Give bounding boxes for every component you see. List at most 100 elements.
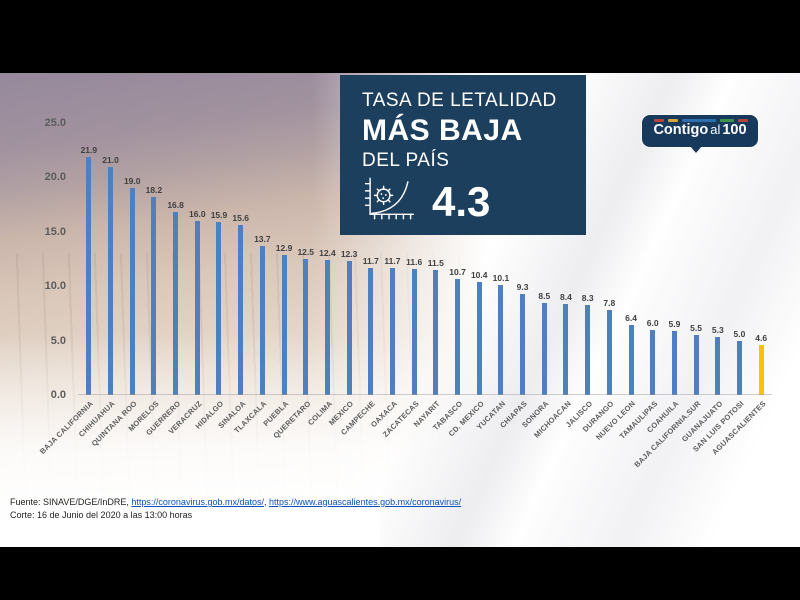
plot-area: 21.9 BAJA CALIFORNIA 21.0 CHIHUAHUA 19.0 QUIN… (38, 123, 772, 469)
link-coronavirus-gob[interactable]: https://coronavirus.gob.mx/datos/ (131, 497, 264, 507)
bar-value-label: 12.3 (340, 249, 358, 260)
link-separator: , (263, 497, 267, 507)
bar-column: 5.3 GUANAJUATO (679, 123, 729, 443)
bar-column: 7.8 DURANGO (581, 123, 621, 434)
bar (671, 330, 677, 395)
bar (520, 293, 526, 395)
logo-text-contigo: Contigo (653, 122, 709, 138)
bar-column: 12.4 COLIMA (306, 123, 339, 427)
bar-column: 15.9 HIDALGO (194, 123, 230, 431)
bar (389, 267, 395, 395)
bar-value-label: 21.9 (80, 144, 98, 155)
logo-dash (668, 119, 678, 122)
bar (368, 267, 374, 395)
bar-value-label: 11.7 (362, 255, 379, 266)
title-card: TASA DE LETALIDAD MÁS BAJA DEL PAÍS (340, 75, 586, 235)
bar (281, 254, 287, 395)
bar (715, 337, 721, 395)
bar (86, 156, 92, 395)
bar (346, 261, 352, 395)
bar (194, 220, 200, 395)
bar (173, 212, 179, 395)
bar (151, 196, 157, 395)
bar-column: 6.0 TAMAULIPAS (617, 123, 664, 441)
bar-value-label: 11.7 (384, 255, 401, 266)
bar (433, 269, 439, 395)
bar-value-label: 4.6 (755, 332, 768, 343)
bar (693, 335, 699, 395)
bar-column: 11.7 OAXACA (369, 123, 404, 429)
logo-speech-tail (690, 146, 702, 153)
bar (736, 340, 742, 395)
bar-column: 5.9 COAHUILA (645, 123, 686, 435)
bar-value-label: 10.1 (492, 273, 510, 284)
bar-column: 8.5 SONORA (520, 123, 555, 430)
bar-column: 19.0 QUINTANA ROO (90, 123, 143, 448)
bar-column: 10.7 TABASCO (431, 123, 469, 433)
bar-value-label: 10.7 (449, 266, 466, 277)
bar-value-label: 8.5 (538, 290, 551, 301)
bar-value-label: 9.3 (516, 281, 529, 292)
bar-value-label: 8.3 (581, 292, 594, 303)
bar (411, 268, 417, 395)
contigo-al-100-logo: Contigo al 100 (642, 115, 758, 153)
virus-growth-chart-icon (362, 176, 416, 227)
bar (758, 344, 764, 395)
bar-column: 10.4 CD. MEXICO (446, 123, 490, 438)
logo-dash (720, 119, 734, 122)
bar-column: 16.0 VERACRUZ (167, 123, 208, 436)
bar-column: 21.9 BAJA CALIFORNIA (38, 123, 100, 456)
y-axis-tick-label: 10.0 (44, 280, 66, 293)
bar-value-label: 12.9 (275, 242, 293, 253)
bar-column: 11.5 NAYARIT (412, 123, 447, 429)
bar-value-label: 12.5 (297, 247, 314, 257)
bar (650, 329, 656, 395)
y-axis-tick-label: 15.0 (44, 225, 66, 238)
bar-column: 6.4 NUEVO LEON (595, 123, 642, 441)
bar (585, 304, 591, 395)
bar-value-label: 11.6 (406, 256, 423, 267)
bar-value-label: 6.4 (625, 313, 637, 324)
bar-value-label: 5.3 (711, 325, 724, 336)
title-line-3: DEL PAÍS (362, 150, 450, 171)
bar (455, 278, 461, 395)
bar (259, 245, 265, 395)
infographic-content: 25.0 20.0 15.0 10.0 5.0 0.0 21.9 BAJA CALIFORN… (0, 73, 800, 547)
bar-column: 18.2 MORELOS (126, 123, 165, 433)
bar (628, 325, 634, 395)
letterbox-top (0, 0, 800, 73)
bar-column: 11.7 CAMPECHE (339, 123, 382, 437)
footer: Fuente: SINAVE/DGE/InDRE, https://corona… (10, 496, 461, 522)
y-axis-tick-label: 25.0 (44, 117, 66, 129)
bar-value-label: 15.9 (210, 210, 228, 221)
bar (476, 281, 482, 395)
source-line: Fuente: SINAVE/DGE/InDRE, https://corona… (10, 496, 461, 509)
bar-value-label: 12.4 (319, 248, 336, 259)
bar-value-label: 15.6 (232, 213, 249, 224)
title-line-2: MÁS BAJA (362, 114, 523, 147)
y-axis-tick-label: 5.0 (50, 334, 66, 347)
bar (129, 188, 135, 395)
bar-value-label: 18.2 (145, 184, 163, 195)
bar (303, 259, 309, 395)
bar (108, 166, 114, 395)
bar-value-label: 16.0 (189, 208, 206, 219)
bar-column: 12.9 PUEBLA (261, 123, 295, 428)
bar-value-label: 5.5 (690, 323, 702, 334)
link-aguascalientes-gob[interactable]: https://www.aguascalientes.gob.mx/corona… (269, 497, 462, 507)
logo-dash (738, 119, 748, 122)
logo-dash (654, 119, 664, 122)
bar-column: 12.5 QUERETARO (271, 123, 317, 440)
bar-column: 10.1 YUCATAN (475, 123, 512, 431)
bar-value-label: 8.4 (560, 291, 572, 302)
bar-column: 11.6 ZACATECAS (381, 123, 425, 439)
bar-value-label: 21.0 (102, 154, 119, 165)
bar-column: 12.3 MEXICO (327, 123, 360, 427)
y-axis-tick-label: 0.0 (50, 389, 66, 401)
bar (216, 222, 222, 395)
title-line-1: TASA DE LETALIDAD (362, 90, 557, 111)
cutoff-line: Corte: 16 de Junio del 2020 a las 13:00 … (10, 510, 193, 520)
bar-value-label: 5.0 (733, 328, 746, 339)
bar-column: 8.4 MICHOACAN (532, 123, 577, 440)
